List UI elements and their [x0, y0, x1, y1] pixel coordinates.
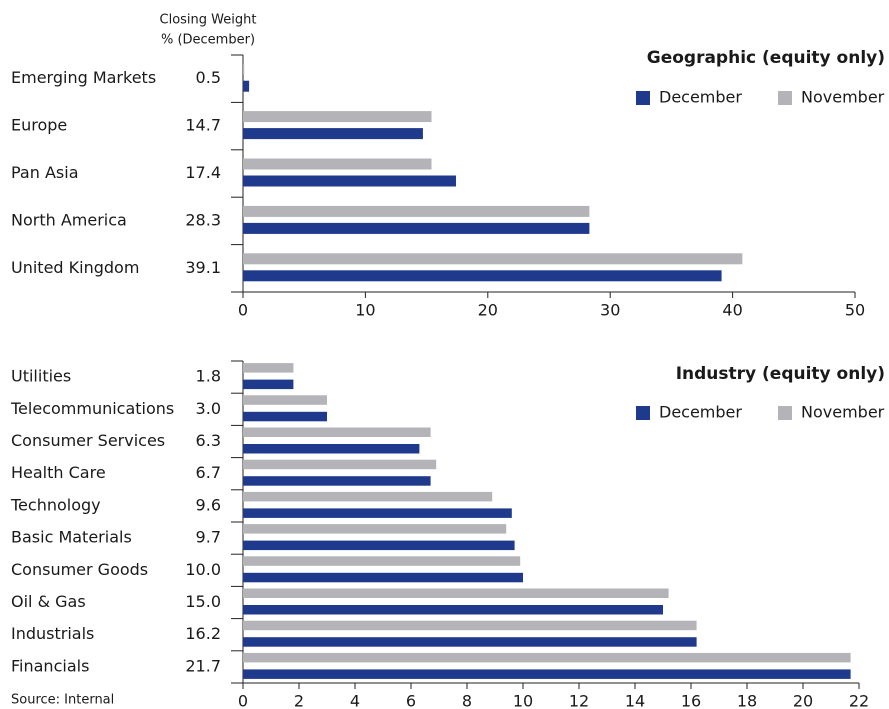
value-label: 15.0: [185, 592, 221, 611]
bar: [243, 128, 423, 140]
category-label: Europe: [11, 116, 67, 135]
category-label: Consumer Goods: [11, 560, 148, 579]
bar: [243, 80, 250, 92]
category-label: United Kingdom: [11, 258, 139, 277]
value-label: 6.7: [196, 463, 221, 482]
category-label: Utilities: [11, 367, 71, 386]
category-label: Financials: [11, 656, 89, 675]
bar: [243, 620, 697, 631]
x-tick-label: 2: [294, 692, 304, 709]
bar: [243, 395, 327, 405]
bar: [243, 175, 456, 187]
bar: [243, 669, 851, 679]
bar: [243, 363, 294, 373]
category-label: Telecommunications: [10, 399, 174, 418]
bar: [243, 540, 515, 551]
category-label: Pan Asia: [11, 163, 79, 182]
value-label: 17.4: [185, 163, 221, 182]
value-label: 21.7: [185, 656, 221, 675]
x-tick-label: 6: [406, 692, 416, 709]
bar: [243, 572, 523, 583]
value-label: 16.2: [185, 624, 221, 643]
legend-label: November: [801, 88, 885, 107]
legend-swatch: [778, 406, 792, 420]
category-label: Oil & Gas: [11, 592, 86, 611]
chart-title: Industry (equity only): [676, 364, 885, 384]
bar: [243, 556, 521, 566]
value-label: 9.6: [196, 495, 221, 514]
category-label: North America: [11, 210, 127, 229]
bar: [243, 222, 590, 234]
column-header: % (December): [161, 33, 255, 48]
bar: [243, 205, 590, 217]
bar: [243, 411, 327, 422]
value-label: 3.0: [196, 399, 221, 418]
bar: [243, 379, 294, 390]
bar: [243, 253, 743, 265]
x-tick-label: 20: [478, 301, 498, 320]
x-tick-label: 0: [238, 692, 248, 709]
bar: [243, 111, 432, 123]
source: Source: Internal: [11, 693, 114, 708]
bar: [243, 158, 432, 170]
value-label: 14.7: [185, 116, 221, 135]
bar: [243, 637, 697, 647]
value-label: 39.1: [185, 258, 221, 277]
legend-swatch: [778, 91, 792, 105]
category-label: Technology: [10, 495, 101, 514]
x-tick-label: 20: [793, 692, 813, 709]
bar: [243, 444, 420, 454]
bar: [243, 508, 512, 518]
category-label: Basic Materials: [11, 528, 132, 547]
legend-label: December: [659, 88, 742, 107]
bar: [243, 588, 669, 598]
bar: [243, 459, 437, 470]
value-label: 28.3: [185, 210, 221, 229]
category-label: Health Care: [11, 463, 106, 482]
bar: [243, 427, 431, 437]
bar: [243, 63, 245, 75]
column-header: Closing Weight: [160, 13, 257, 28]
legend-swatch: [636, 406, 650, 420]
x-tick-label: 50: [845, 301, 865, 320]
x-tick-label: 8: [462, 692, 472, 709]
legend-label: November: [801, 403, 885, 422]
category-label: Emerging Markets: [11, 68, 156, 87]
x-tick-label: 30: [600, 301, 620, 320]
bar: [243, 605, 663, 615]
x-tick-label: 10: [355, 301, 375, 320]
value-label: 0.5: [196, 68, 221, 87]
chart-title: Geographic (equity only): [647, 48, 885, 68]
legend-label: December: [659, 403, 742, 422]
value-label: 9.7: [196, 528, 221, 547]
x-tick-label: 4: [350, 692, 360, 709]
x-tick-label: 12: [569, 692, 589, 709]
category-label: Industrials: [11, 624, 94, 643]
x-tick-label: 0: [238, 301, 248, 320]
legend-swatch: [636, 91, 650, 105]
x-tick-label: 40: [722, 301, 742, 320]
x-tick-label: 16: [681, 692, 701, 709]
bar: [243, 270, 722, 282]
bar: [243, 524, 507, 534]
bar: [243, 476, 431, 486]
bar: [243, 652, 851, 663]
bar: [243, 491, 493, 502]
x-tick-label: 22: [849, 692, 869, 709]
value-label: 1.8: [196, 367, 221, 386]
value-label: 10.0: [185, 560, 221, 579]
x-tick-label: 18: [737, 692, 757, 709]
x-tick-label: 14: [625, 692, 645, 709]
x-tick-label: 10: [513, 692, 533, 709]
category-label: Consumer Services: [11, 431, 165, 450]
value-label: 6.3: [196, 431, 221, 450]
